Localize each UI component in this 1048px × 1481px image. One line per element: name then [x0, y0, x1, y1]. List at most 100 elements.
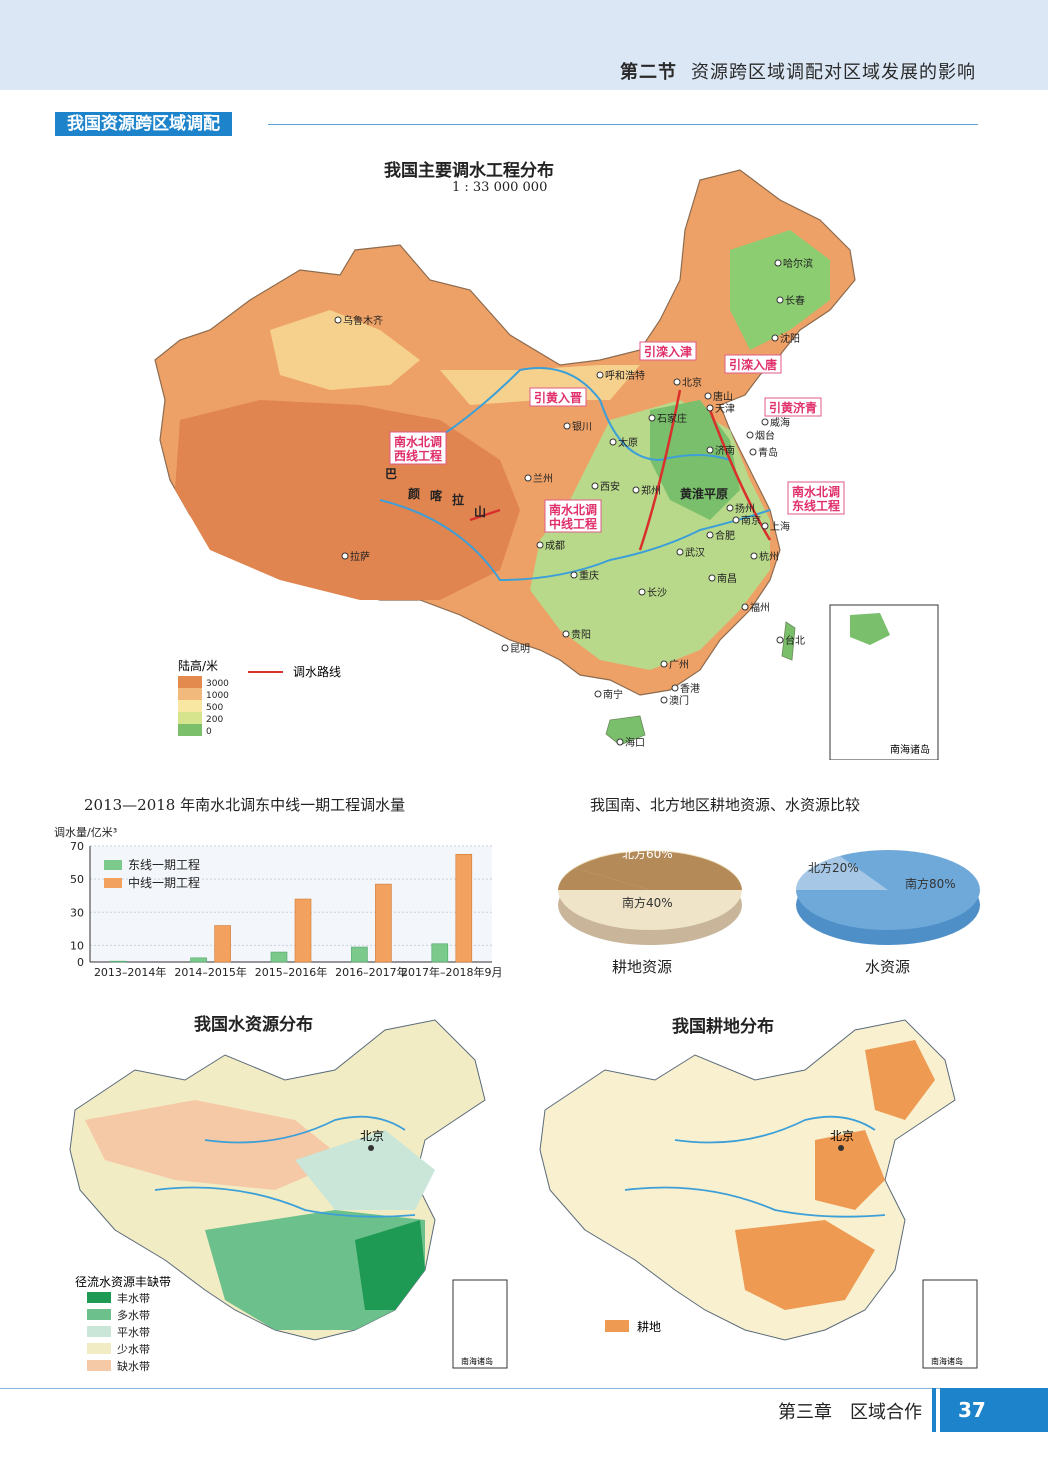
city-label: 石家庄: [657, 412, 687, 425]
terrain-label: 山: [474, 504, 486, 519]
legend-swatch: [178, 676, 202, 688]
footer-chapter: 第三章 区域合作: [778, 1398, 922, 1424]
city-label: 扬州: [735, 502, 755, 515]
project-label-box: [764, 397, 822, 417]
city-label: 北京: [682, 376, 702, 389]
city-label: 南宁: [603, 688, 623, 701]
legend-title: 陆高/米: [178, 658, 218, 673]
project-label: 东线工程: [792, 498, 840, 513]
city-label: 杭州: [759, 550, 779, 563]
plot-area: [90, 846, 492, 962]
city-label: 长沙: [647, 587, 667, 599]
project-label: 引黄入晋: [534, 390, 582, 405]
main-map-scale: 1 : 33 000 000: [452, 180, 548, 195]
x-tick-label: 2015–2016年: [255, 965, 328, 979]
water-dry-zone: [85, 1100, 345, 1190]
inset-label: 南海诸岛: [890, 743, 930, 756]
main-map-title: 我国主要调水工程分布: [384, 161, 554, 181]
farm-legend: 耕地: [605, 1319, 661, 1334]
city-label: 广州: [669, 659, 689, 671]
northeast-plain: [730, 230, 830, 350]
water-north-label: 北方20%: [808, 860, 859, 875]
farm-northeast: [865, 1040, 935, 1120]
city-label: 台北: [785, 634, 805, 647]
bar-east: [431, 943, 449, 963]
project-label-box: [544, 499, 602, 533]
water-legend-swatch: [87, 1309, 111, 1320]
legend-swatch: [178, 700, 202, 712]
elevation-legend: 陆高/米 3000 1000 500 200 0 调水路线: [178, 658, 341, 737]
water-legend-label: 丰水带: [117, 1292, 150, 1305]
city-marker: [706, 404, 714, 412]
farm-inset: 南海诸岛: [922, 1279, 978, 1369]
project-label-box: [389, 431, 447, 465]
northwest-basin: [270, 310, 420, 390]
city-marker: [761, 418, 769, 426]
city-label: 南京: [741, 514, 761, 527]
city-label: 香港: [680, 683, 700, 695]
yangtze-river: [379, 499, 771, 582]
city-label: 郑州: [641, 484, 661, 497]
project-label-box: [724, 354, 782, 374]
bar-east: [270, 951, 288, 963]
city-marker: [708, 574, 716, 582]
city-marker: [334, 316, 342, 324]
legend-swatch: [104, 878, 122, 888]
water-normal-zone: [295, 1130, 435, 1210]
legend-swatch: [178, 724, 202, 736]
city-marker: [761, 522, 769, 530]
city-label: 天津: [715, 403, 735, 415]
legend-label: 中线一期工程: [128, 875, 200, 890]
city-label: 贵阳: [571, 628, 591, 641]
taiwan: [781, 621, 796, 661]
project-label-box: [529, 387, 587, 407]
water-rivers: [154, 1115, 416, 1218]
city-marker: [536, 541, 544, 549]
city-marker: [706, 446, 714, 454]
legend-swatch: [104, 860, 122, 870]
city-label: 昆明: [510, 643, 530, 655]
city-label: 银川: [572, 420, 592, 433]
project-label: 引黄济青: [769, 400, 817, 415]
legend-swatch: [178, 688, 202, 700]
legend-swatch: [178, 712, 202, 724]
water-legend-swatch: [87, 1292, 111, 1303]
page-number-accent: [932, 1388, 936, 1432]
city-marker: [749, 448, 757, 456]
farmland-north-slice: [575, 851, 742, 890]
water-legend-swatch: [87, 1326, 111, 1337]
city-marker: [563, 422, 571, 430]
farm-south: [735, 1220, 875, 1310]
farm-north-plain: [815, 1130, 885, 1210]
city-marker: [638, 588, 646, 596]
terrain-label: 巴: [385, 467, 397, 481]
water-legend-label: 缺水带: [117, 1359, 150, 1373]
section-rule: [268, 124, 978, 125]
city-marker: [660, 696, 668, 704]
city-label: 澳门: [669, 694, 689, 707]
city-label: 青岛: [758, 446, 778, 459]
project-label-box: [639, 341, 697, 361]
city-marker: [596, 371, 604, 379]
project-label: 南水北调: [792, 484, 840, 499]
page-number: 37: [940, 1388, 1048, 1432]
water-legend-label: 少水带: [117, 1343, 150, 1356]
x-tick-label: 2013–2014年: [94, 965, 167, 979]
bar-middle: [214, 925, 231, 963]
project-label-box: [787, 481, 845, 515]
city-marker: [771, 334, 779, 342]
city-marker: [706, 531, 714, 539]
water-map-title: 我国水资源分布: [194, 1015, 313, 1035]
y-tick-label: 10: [70, 939, 84, 952]
city-marker: [524, 474, 532, 482]
y-tick-label: 0: [77, 956, 84, 969]
x-tick-label: 2017年–2018年9月: [401, 965, 503, 979]
city-marker: [704, 392, 712, 400]
city-label: 福州: [750, 601, 770, 614]
city-marker: [671, 684, 679, 692]
mongolian-plateau: [440, 365, 640, 405]
city-label: 沈阳: [780, 332, 800, 345]
city-label: 哈尔滨: [783, 257, 813, 270]
city-label: 太原: [618, 436, 638, 449]
